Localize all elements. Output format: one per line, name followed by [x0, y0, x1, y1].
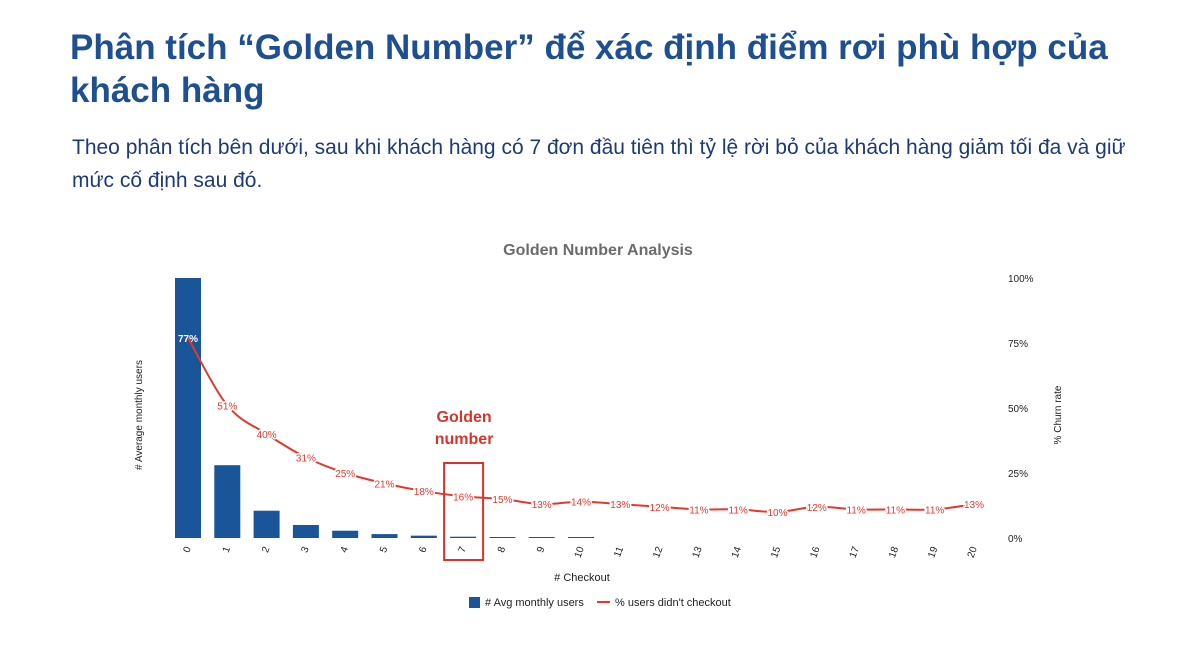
churn-data-label: 10% — [767, 508, 787, 519]
churn-data-label: 18% — [414, 487, 434, 498]
y2-tick-label: 75% — [1008, 339, 1028, 350]
churn-data-label: 15% — [492, 495, 512, 506]
y2-tick-label: 100% — [1008, 274, 1034, 285]
x-tick-label: 5 — [378, 545, 390, 554]
churn-data-label: 21% — [374, 479, 394, 490]
x-tick-label: 15 — [769, 545, 783, 560]
x-tick-label: 0 — [182, 545, 194, 554]
x-tick-label: 13 — [691, 545, 705, 560]
churn-data-label: 13% — [964, 500, 984, 511]
bar-6 — [410, 535, 437, 538]
bar-7 — [450, 536, 477, 538]
page-subtitle: Theo phân tích bên dưới, sau khi khách h… — [72, 136, 1126, 192]
bar-9 — [528, 537, 555, 538]
x-tick-label: 20 — [966, 545, 980, 560]
churn-data-label: 11% — [689, 505, 708, 516]
x-tick-label: 1 — [221, 545, 233, 554]
bar-10 — [568, 537, 594, 538]
churn-data-label: 11% — [925, 505, 944, 516]
bar-0 — [175, 278, 201, 538]
x-tick-label: 14 — [730, 545, 744, 560]
x-tick-label: 2 — [260, 545, 272, 554]
churn-data-label: 13% — [532, 500, 552, 511]
y2-tick-label: 50% — [1008, 404, 1028, 415]
churn-data-label: 11% — [729, 505, 748, 516]
churn-data-label: 11% — [846, 505, 865, 516]
y-axis-label: # Average monthly users — [134, 360, 145, 470]
bar-2 — [253, 510, 280, 538]
x-tick-label: 4 — [339, 545, 351, 554]
bar-5 — [371, 534, 398, 538]
x-tick-label: 7 — [457, 545, 469, 554]
golden-number-label-line2: number — [435, 431, 494, 448]
bar-4 — [332, 530, 359, 538]
x-tick-label: 6 — [417, 545, 429, 554]
x-tick-label: 3 — [299, 545, 311, 554]
legend-label-users: # Avg monthly users — [485, 597, 584, 609]
bar-8 — [489, 537, 516, 538]
churn-data-label: 13% — [610, 500, 630, 511]
x-tick-label: 9 — [535, 545, 547, 554]
y2-tick-label: 25% — [1008, 469, 1028, 480]
churn-data-label: 11% — [886, 505, 905, 516]
x-tick-label: 8 — [496, 545, 508, 554]
churn-data-label: 31% — [296, 453, 316, 464]
churn-data-label: 51% — [217, 401, 237, 412]
y2-tick-label: 0% — [1008, 534, 1023, 545]
legend-label-churn: % users didn't checkout — [615, 597, 731, 609]
legend-swatch-users — [469, 597, 480, 608]
chart-title: Golden Number Analysis — [503, 242, 693, 259]
golden-number-label-line1: Golden — [437, 409, 492, 426]
x-tick-label: 18 — [887, 545, 901, 560]
churn-data-label: 12% — [807, 503, 827, 514]
x-axis-label: # Checkout — [554, 572, 610, 584]
golden-number-highlight-box — [443, 462, 485, 561]
x-tick-label: 10 — [573, 545, 587, 560]
churn-data-label: 77% — [178, 334, 198, 345]
x-tick-label: 12 — [651, 545, 665, 560]
churn-line — [187, 337, 975, 514]
churn-data-label: 16% — [453, 492, 473, 503]
y2-axis-label: % Churn rate — [1053, 385, 1064, 444]
bar-3 — [292, 525, 319, 538]
churn-data-label: 25% — [335, 469, 355, 480]
churn-data-label: 40% — [257, 430, 277, 441]
page-title: Phân tích “Golden Number” để xác định đi… — [70, 28, 1108, 110]
x-tick-label: 11 — [612, 545, 626, 559]
churn-data-label: 14% — [571, 498, 591, 509]
bar-1 — [214, 465, 241, 538]
x-tick-label: 16 — [808, 545, 822, 560]
x-tick-label: 17 — [848, 545, 862, 560]
x-tick-label: 19 — [926, 545, 940, 560]
churn-data-label: 12% — [650, 503, 670, 514]
